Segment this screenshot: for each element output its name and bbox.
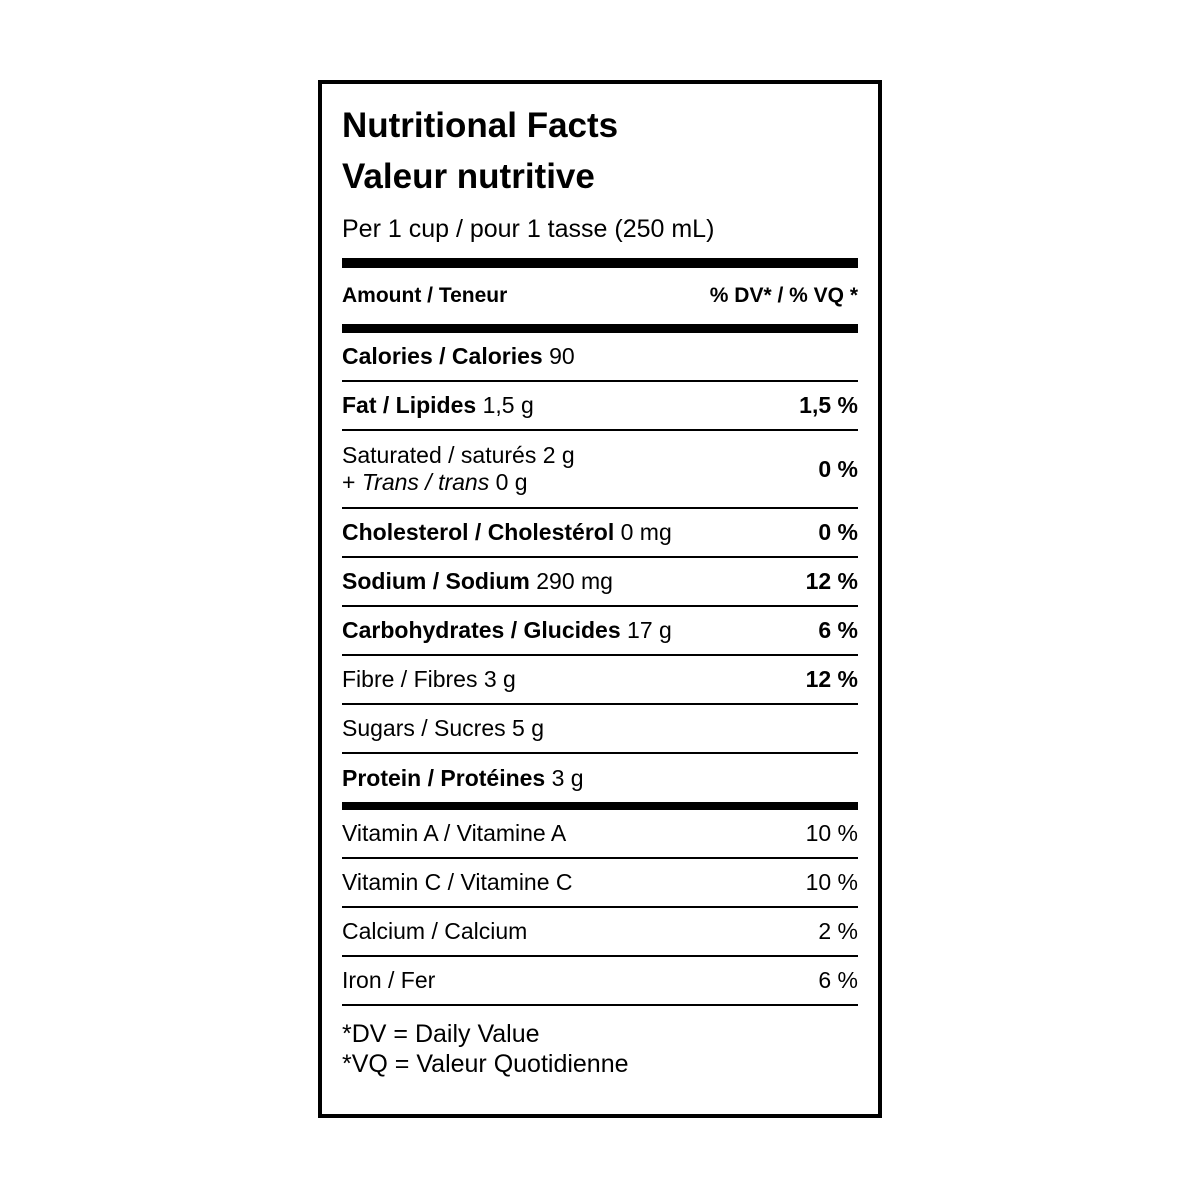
nutrient-name-and-amount: Carbohydrates / Glucides 17 g <box>342 617 672 644</box>
nutrient-name: Calories / Calories <box>342 343 543 370</box>
nutrient-name: Vitamin C / Vitamine C <box>342 869 573 896</box>
saturated-line: Saturated / saturés 2 g <box>342 442 575 468</box>
nutrient-name: Cholesterol / Cholestérol <box>342 519 615 546</box>
nutrient-name-and-amount: Sodium / Sodium 290 mg <box>342 568 613 595</box>
nutrient-percent: 10 % <box>805 820 858 847</box>
trans-prefix: + <box>342 469 356 496</box>
row-calories: Calories / Calories 90 <box>342 333 858 383</box>
nutrient-amount: 3 g <box>551 764 584 791</box>
nutrient-name: Carbohydrates / Glucides <box>342 617 621 644</box>
row-cholesterol: Cholesterol / Cholestérol 0 mg 0 % <box>342 509 858 559</box>
column-header-daily-value: % DV* / % VQ * <box>709 284 858 308</box>
separator-bar-header <box>342 324 858 334</box>
nutrient-name: Sodium / Sodium <box>342 568 530 595</box>
serving-size: Per 1 cup / pour 1 tasse (250 mL) <box>342 215 715 244</box>
nutrient-amount: 3 g <box>483 666 516 693</box>
row-saturated-trans: Saturated / saturés 2 g + Trans / trans … <box>342 431 858 510</box>
nutrient-name: Vitamin A / Vitamine A <box>342 820 567 847</box>
column-header-row: Amount / Teneur % DV* / % VQ * <box>342 268 858 324</box>
nutrient-percent: 2 % <box>818 918 858 945</box>
row-calcium: Calcium / Calcium 2 % <box>342 908 858 958</box>
nutrient-amount: 1,5 g <box>482 392 534 419</box>
row-vitamin-a: Vitamin A / Vitamine A 10 % <box>342 810 858 860</box>
nutrient-name-and-amount: Calories / Calories 90 <box>342 343 575 370</box>
row-fibre: Fibre / Fibres 3 g 12 % <box>342 656 858 706</box>
nutrient-percent: 12 % <box>805 666 858 693</box>
trans-name: Trans / trans <box>361 469 490 496</box>
nutrient-percent: 10 % <box>805 869 858 896</box>
nutrient-name: Sugars / Sucres <box>342 715 506 742</box>
nutrient-name: Saturated / saturés <box>342 442 537 469</box>
nutrient-name-and-amount: Fat / Lipides 1,5 g <box>342 392 534 419</box>
nutrient-amount: 290 mg <box>536 568 613 595</box>
row-carbohydrates: Carbohydrates / Glucides 17 g 6 % <box>342 607 858 657</box>
row-sugars: Sugars / Sucres 5 g <box>342 705 858 755</box>
nutrient-name-and-amount: Fibre / Fibres 3 g <box>342 666 516 693</box>
nutrient-percent: 6 % <box>818 617 858 644</box>
nutrient-name-and-amount: Protein / Protéines 3 g <box>342 765 584 792</box>
nutrient-name-and-amount: Cholesterol / Cholestérol 0 mg <box>342 519 672 546</box>
row-fat: Fat / Lipides 1,5 g 1,5 % <box>342 382 858 432</box>
nutrient-name: Iron / Fer <box>342 967 436 994</box>
nutrient-amount: 5 g <box>512 715 545 742</box>
nutrition-facts-label: Nutritional Facts Valeur nutritive Per 1… <box>318 80 882 1118</box>
footnote-valeur-quotidienne: *VQ = Valeur Quotidienne <box>342 1049 629 1078</box>
nutrient-percent: 1,5 % <box>799 392 858 419</box>
nutrient-name: Fat / Lipides <box>342 392 477 419</box>
nutrient-amount: 2 g <box>542 442 575 469</box>
row-protein: Protein / Protéines 3 g <box>342 754 858 811</box>
nutrient-amount: 90 <box>549 343 575 370</box>
trans-amount: 0 g <box>495 469 528 496</box>
footnote-daily-value: *DV = Daily Value <box>342 1020 540 1049</box>
row-iron: Iron / Fer 6 % <box>342 957 858 1007</box>
label-title-french: Valeur nutritive <box>342 157 595 197</box>
nutrient-percent: 0 % <box>818 519 858 546</box>
footnotes: *DV = Daily Value *VQ = Valeur Quotidien… <box>342 1020 858 1079</box>
nutrient-name: Fibre / Fibres <box>342 666 478 693</box>
nutrient-amount: 17 g <box>627 617 672 644</box>
separator-bar-top <box>342 258 858 269</box>
column-header-amount: Amount / Teneur <box>342 284 508 308</box>
nutrient-name: Protein / Protéines <box>342 764 546 791</box>
nutrient-amount: 0 mg <box>620 519 672 546</box>
row-sodium: Sodium / Sodium 290 mg 12 % <box>342 558 858 608</box>
trans-line: + Trans / trans 0 g <box>342 469 528 495</box>
nutrient-percent: 12 % <box>805 568 858 595</box>
nutrient-percent: 0 % <box>818 455 858 482</box>
nutrient-name: Calcium / Calcium <box>342 918 528 945</box>
nutrient-name-and-amount: Sugars / Sucres 5 g <box>342 715 544 742</box>
row-vitamin-c: Vitamin C / Vitamine C 10 % <box>342 859 858 909</box>
label-title-english: Nutritional Facts <box>342 106 619 145</box>
nutrient-percent: 6 % <box>818 967 858 994</box>
nutrient-name-and-amount: Saturated / saturés 2 g + Trans / trans … <box>342 442 575 496</box>
